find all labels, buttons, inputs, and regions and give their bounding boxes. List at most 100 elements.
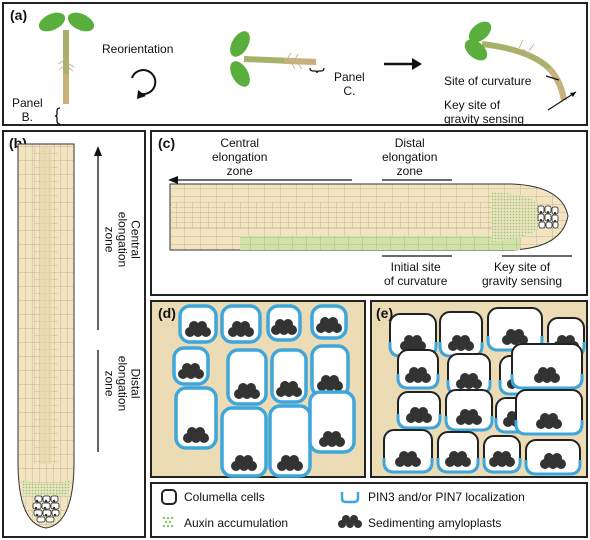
legend: Columella cells PIN3 and/or PIN7 localiz… <box>150 482 588 538</box>
legend-symbols <box>161 489 362 528</box>
amyloplast <box>281 455 291 465</box>
amyloplast <box>321 375 331 385</box>
amyloplast <box>288 381 298 391</box>
panel-c-reference: Panel C. <box>334 70 365 98</box>
pointer-key-site <box>547 91 577 111</box>
amyloplast <box>289 455 299 465</box>
amyloplast <box>457 451 467 461</box>
amyloplast <box>544 453 554 463</box>
amyloplast <box>238 383 248 393</box>
amyloplast <box>409 367 419 377</box>
pin-localization <box>444 416 494 432</box>
amyloplast <box>565 335 575 345</box>
distal-zone-label-b: Distal elongation zone <box>102 355 143 412</box>
amyloplast <box>399 451 409 461</box>
columella-cell-d <box>308 390 356 454</box>
amyloplast <box>468 409 478 419</box>
pin-localization <box>514 420 584 436</box>
brace-c <box>309 67 325 74</box>
panel-d: (d) <box>150 300 366 478</box>
amyloplast <box>328 317 338 327</box>
seedling-bent <box>464 21 567 101</box>
amyloplast <box>275 319 285 329</box>
pin-localization <box>396 414 442 430</box>
amyloplast <box>320 317 330 327</box>
amyloplast <box>548 413 558 423</box>
columella-cell-d <box>220 406 268 478</box>
amyloplast <box>538 367 548 377</box>
central-zone-label-c: Central elongation zone <box>212 136 268 178</box>
pin-localization <box>524 460 582 476</box>
amyloplast <box>417 367 427 377</box>
amyloplast <box>329 375 339 385</box>
pin-localization <box>482 458 522 474</box>
amyloplast <box>189 321 199 331</box>
amyloplast <box>404 335 414 345</box>
amyloplast <box>187 427 197 437</box>
columella-cells-d <box>172 304 356 478</box>
panel-a-label: (a) <box>10 7 28 23</box>
brace-b <box>54 107 61 125</box>
distal-zone-label-c: Distal elongation zone <box>382 136 438 178</box>
columella-cells-b <box>32 495 60 523</box>
amyloplast <box>323 431 333 441</box>
initial-site-label: Initial site of curvature <box>384 260 448 288</box>
seedling-upright <box>38 12 95 104</box>
rotation-arrow-icon <box>131 69 157 99</box>
amyloplast <box>452 335 462 345</box>
amyloplast <box>190 363 200 373</box>
amyloplast <box>493 451 503 461</box>
amyloplast <box>540 413 550 423</box>
reorientation-label: Reorientation <box>102 42 174 56</box>
pin-localization <box>510 374 584 390</box>
amyloplast <box>410 407 420 417</box>
key-site-label: Key site of gravity sensing <box>444 98 525 126</box>
columella-swatch <box>161 489 177 505</box>
amyloplast <box>407 451 417 461</box>
amyloplast <box>501 451 511 461</box>
amyloplast <box>546 367 556 377</box>
site-of-curvature-label: Site of curvature <box>444 74 532 88</box>
amyloplast <box>449 451 459 461</box>
amyloplast <box>460 409 470 419</box>
amyloplast <box>506 329 516 339</box>
amyloplast <box>557 335 567 345</box>
amyloplast <box>197 321 207 331</box>
legend-pin: PIN3 and/or PIN7 localization <box>368 490 525 504</box>
panel-c: (c) <box>150 130 588 296</box>
auxin-swatch <box>162 516 174 528</box>
pin-localization <box>382 458 434 474</box>
amyloplast <box>552 453 562 463</box>
amyloplast <box>240 321 250 331</box>
panel-d-label: (d) <box>158 305 176 321</box>
amyloplast <box>283 319 293 329</box>
arrow-right-icon <box>384 58 422 70</box>
amyloplast <box>507 411 517 421</box>
amyloplast <box>280 381 290 391</box>
central-zone-label-b: Central elongation zone <box>102 211 143 268</box>
legend-columella: Columella cells <box>184 490 265 504</box>
panel-e-label: (e) <box>376 305 394 321</box>
panel-a: (a) <box>2 2 588 126</box>
panel-c-label: (c) <box>158 135 176 151</box>
panel-e: (e) <box>370 300 588 478</box>
columella-cell-d <box>174 386 218 450</box>
amyloplast <box>460 335 470 345</box>
legend-amyloplasts: Sedimenting amyloplasts <box>368 516 502 530</box>
panel-b-reference: Panel B. <box>12 96 43 124</box>
pointer-curvature <box>545 75 560 81</box>
key-site-label-c: Key site of gravity sensing <box>482 260 563 288</box>
amyloplast <box>243 455 253 465</box>
pin-localization <box>436 458 480 474</box>
central-zone-arrow-c <box>168 176 352 184</box>
legend-auxin: Auxin accumulation <box>184 516 289 530</box>
amyloplast <box>232 321 242 331</box>
amyloplast <box>460 373 470 383</box>
amyloplast <box>195 427 205 437</box>
amyloplast <box>331 431 341 441</box>
root-horizontal <box>168 176 572 257</box>
columella-cells-c <box>537 205 559 229</box>
pin-localization <box>396 374 440 390</box>
columella-cells-e <box>382 307 586 476</box>
amyloplast <box>468 373 478 383</box>
